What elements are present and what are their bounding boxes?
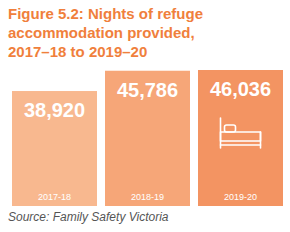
html-text:Source: Family Safety Victoria: Source: Family Safety Victoria xyxy=(8,210,169,224)
svg-text:2019-20: 2019-20 xyxy=(224,192,257,202)
svg-text:45,786: 45,786 xyxy=(117,79,178,101)
html-text:Figure 5.2: Nights of refuge a: Figure 5.2: Nights of refuge accommodati… xyxy=(8,5,203,60)
svg-text:2017-18: 2017-18 xyxy=(38,192,71,202)
svg-text:38,920: 38,920 xyxy=(24,99,85,121)
svg-text:46,036: 46,036 xyxy=(210,78,271,100)
svg-text:2018-19: 2018-19 xyxy=(131,192,164,202)
